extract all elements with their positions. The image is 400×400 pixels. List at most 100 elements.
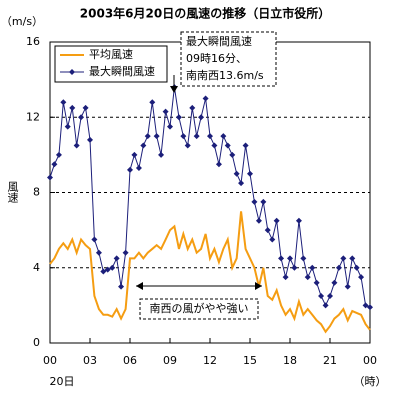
data-point (144, 133, 151, 140)
data-point (344, 283, 351, 290)
annotation-text: 09時16分、 (186, 52, 247, 65)
legend-label: 最大瞬間風速 (89, 64, 155, 78)
x-tick-label: 12 (203, 354, 217, 367)
annotation-box (180, 31, 277, 87)
data-point (335, 264, 342, 271)
data-point (100, 268, 107, 275)
x-unit: （時） (354, 375, 387, 388)
data-point (251, 198, 258, 205)
annotation-arrow (170, 86, 178, 93)
y-label: 風速 (6, 181, 19, 203)
data-point (153, 133, 160, 140)
data-point (64, 123, 71, 130)
data-point (167, 123, 173, 130)
legend-swatch (69, 69, 75, 75)
data-point (175, 114, 182, 121)
annotation-text: 最大瞬間風速 (186, 34, 252, 48)
data-point (127, 166, 133, 173)
data-point (313, 279, 320, 286)
data-point (189, 104, 196, 111)
x-tick-label: 00 (43, 354, 57, 367)
data-point (202, 95, 209, 102)
data-point (340, 255, 347, 262)
data-point (247, 170, 253, 177)
data-point (82, 104, 89, 111)
x-tick-label: 03 (83, 354, 97, 367)
data-point (51, 161, 58, 168)
data-point (87, 136, 93, 143)
data-point (180, 133, 187, 140)
data-point (287, 255, 293, 262)
annotation-text: 南西の風がやや強い (150, 301, 249, 315)
data-point (300, 255, 307, 262)
data-point (269, 236, 276, 243)
data-point (158, 151, 165, 158)
data-point (122, 249, 129, 256)
data-point (207, 133, 213, 140)
annotation-arrow (136, 282, 143, 290)
annotation-text: 南南西13.6m/s (186, 69, 264, 82)
data-point (224, 142, 231, 149)
data-point (282, 274, 289, 281)
data-point (69, 104, 76, 111)
annotation-arrow (255, 282, 262, 290)
data-point (47, 174, 53, 181)
x-tick-label: 21 (323, 354, 337, 367)
series-line (49, 211, 371, 334)
data-point (55, 151, 62, 158)
data-point (60, 99, 67, 106)
data-point (291, 264, 298, 271)
data-point (331, 279, 338, 286)
data-point (78, 114, 85, 121)
data-point (260, 198, 267, 205)
chart-title: 2003年6月20日の風速の推移（日立市役所） (80, 6, 330, 21)
data-point (104, 266, 111, 273)
data-point (215, 161, 222, 168)
data-point (278, 255, 285, 262)
data-point (229, 151, 236, 158)
data-point (295, 217, 302, 224)
data-point (264, 227, 271, 234)
y-tick-label: 16 (26, 35, 40, 48)
x-tick-label: 18 (283, 354, 297, 367)
y-tick-label: 12 (26, 110, 40, 123)
data-point (131, 151, 138, 158)
data-point (91, 236, 98, 243)
x-sublabel: 20日 (50, 375, 75, 388)
data-point (238, 180, 245, 187)
x-tick-label: 15 (243, 354, 257, 367)
data-point (118, 283, 125, 290)
data-point (149, 99, 156, 106)
data-point (349, 255, 356, 262)
legend-box (54, 45, 168, 83)
x-tick-label: 09 (163, 354, 177, 367)
data-point (304, 274, 311, 281)
data-point (358, 274, 365, 281)
data-point (322, 302, 329, 309)
data-point (327, 292, 333, 299)
data-point (135, 165, 142, 172)
data-point (198, 114, 205, 121)
data-point (242, 142, 249, 149)
data-point (367, 304, 373, 311)
data-point (184, 142, 191, 149)
data-point (73, 142, 80, 149)
data-point (273, 217, 280, 224)
y-unit: （m/s） (1, 15, 43, 28)
data-point (193, 133, 200, 140)
data-point (353, 264, 360, 271)
data-point (211, 142, 218, 149)
y-tick-label: 0 (33, 336, 40, 349)
data-point (309, 264, 316, 271)
data-point (162, 108, 169, 115)
data-point (140, 142, 147, 149)
annotation-box (139, 298, 259, 320)
y-tick-label: 4 (33, 261, 40, 274)
y-tick-label: 8 (33, 186, 40, 199)
data-point (318, 292, 325, 299)
data-point (113, 255, 120, 262)
data-point (109, 264, 116, 271)
data-point (255, 217, 262, 224)
x-tick-label: 06 (123, 354, 137, 367)
